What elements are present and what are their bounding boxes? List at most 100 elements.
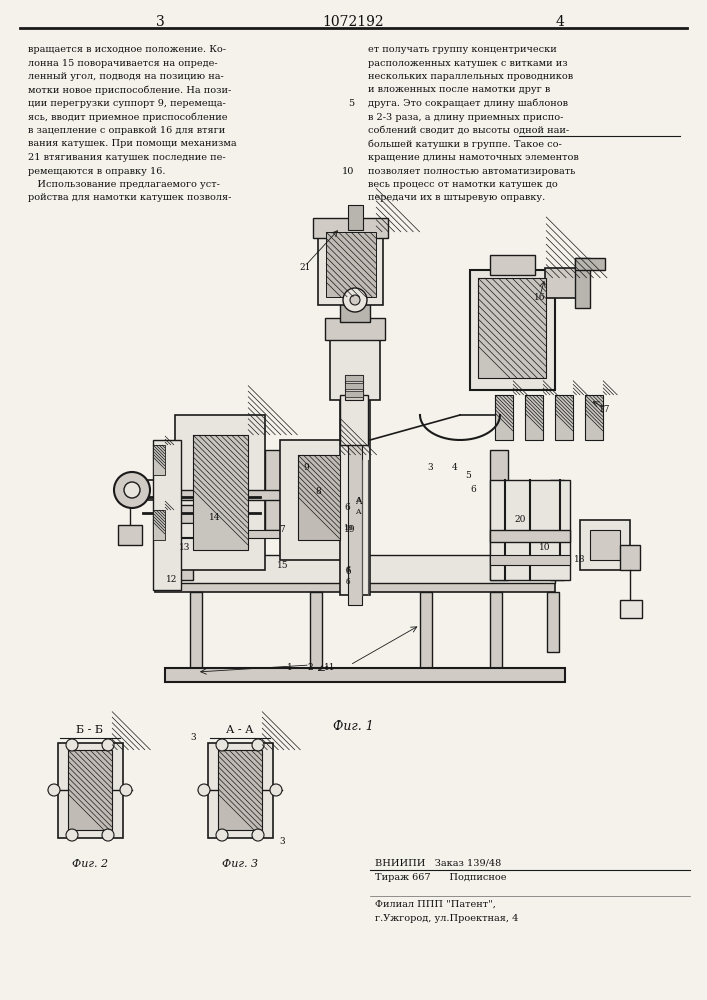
Bar	[590, 530, 620, 560]
Text: 4: 4	[452, 462, 458, 472]
Bar	[620, 600, 642, 618]
Text: в зацепление с оправкой 16 для втяги: в зацепление с оправкой 16 для втяги	[28, 126, 226, 135]
Text: 12: 12	[166, 576, 177, 584]
Bar	[478, 278, 546, 378]
Text: б: б	[346, 566, 350, 574]
Text: 7: 7	[279, 526, 285, 534]
Bar	[525, 395, 543, 440]
Bar	[330, 335, 380, 400]
Text: 3: 3	[190, 734, 196, 742]
Bar	[585, 395, 603, 440]
Bar	[325, 318, 385, 340]
Bar	[208, 743, 273, 838]
Bar	[193, 435, 248, 550]
Circle shape	[343, 288, 367, 312]
Bar	[620, 545, 640, 570]
Text: 21 втягивания катушек последние пе-: 21 втягивания катушек последние пе-	[28, 153, 226, 162]
Text: 13: 13	[180, 544, 191, 552]
Circle shape	[350, 295, 360, 305]
Circle shape	[120, 784, 132, 796]
Bar	[165, 450, 177, 530]
Circle shape	[124, 482, 140, 498]
Text: Тираж 667      Подписное: Тираж 667 Подписное	[375, 873, 506, 882]
Text: А - А: А - А	[226, 725, 254, 735]
Text: 16: 16	[534, 294, 546, 302]
Text: 17: 17	[600, 406, 611, 414]
Text: мотки новое приспособление. На пози-: мотки новое приспособление. На пози-	[28, 86, 231, 95]
Text: Фиг. 2: Фиг. 2	[72, 859, 108, 869]
Text: A: A	[355, 508, 361, 516]
Text: 19: 19	[344, 526, 356, 534]
Text: б: б	[346, 578, 350, 586]
Bar	[420, 592, 432, 672]
Circle shape	[252, 829, 264, 841]
Text: 1: 1	[287, 664, 293, 672]
Text: 10: 10	[539, 544, 551, 552]
Bar	[580, 520, 630, 570]
Bar	[348, 205, 363, 230]
Text: Фиг. 1: Фиг. 1	[332, 720, 373, 733]
Bar	[118, 525, 142, 545]
Bar	[190, 592, 202, 672]
Text: 1072192: 1072192	[322, 15, 384, 29]
Text: 8: 8	[315, 488, 321, 496]
Text: 2: 2	[307, 664, 312, 672]
Text: Фиг. 3: Фиг. 3	[222, 859, 258, 869]
Text: большей катушки в группе. Такое со-: большей катушки в группе. Такое со-	[368, 139, 562, 149]
Bar	[345, 391, 363, 397]
Bar	[155, 505, 225, 523]
Bar	[326, 232, 376, 297]
Text: кращение длины намоточных элементов: кращение длины намоточных элементов	[368, 153, 579, 162]
Text: 21: 21	[299, 263, 310, 272]
Bar	[155, 555, 555, 583]
Bar	[318, 225, 383, 305]
Bar	[575, 258, 590, 308]
Bar	[470, 270, 555, 390]
Bar	[165, 668, 565, 682]
Text: весь процесс от намотки катушек до: весь процесс от намотки катушек до	[368, 180, 558, 189]
Bar	[153, 440, 181, 590]
Bar	[155, 580, 555, 592]
Text: передачи их в штыревую оправку.: передачи их в штыревую оправку.	[368, 194, 545, 202]
Text: ет получать группу концентрически: ет получать группу концентрически	[368, 45, 556, 54]
Circle shape	[216, 739, 228, 751]
Circle shape	[102, 739, 114, 751]
Text: ройства для намотки катушек позволя-: ройства для намотки катушек позволя-	[28, 194, 231, 202]
Text: 20: 20	[514, 516, 526, 524]
Bar	[340, 395, 370, 595]
Bar	[345, 375, 363, 400]
Bar	[348, 385, 362, 605]
Circle shape	[114, 472, 150, 508]
Text: 14: 14	[209, 514, 221, 522]
Text: друга. Это сокращает длину шаблонов: друга. Это сокращает длину шаблонов	[368, 99, 568, 108]
Text: позволяет полностью автоматизировать: позволяет полностью автоматизировать	[368, 166, 575, 176]
Text: 6: 6	[470, 486, 476, 494]
Text: Филиал ППП "Патент",: Филиал ППП "Патент",	[375, 900, 496, 909]
Bar	[153, 445, 165, 475]
Bar	[495, 395, 513, 440]
Text: ции перегрузки суппорт 9, перемеща-: ции перегрузки суппорт 9, перемеща-	[28, 99, 226, 108]
Circle shape	[66, 739, 78, 751]
Text: 3: 3	[156, 15, 164, 29]
Bar	[490, 530, 570, 542]
Circle shape	[252, 739, 264, 751]
Bar	[310, 592, 322, 672]
Text: 4: 4	[556, 15, 564, 29]
Bar	[575, 258, 605, 270]
Bar	[340, 395, 368, 445]
Bar	[490, 592, 502, 672]
Bar	[490, 255, 535, 275]
Text: 5: 5	[465, 471, 471, 480]
Text: расположенных катушек с витками из: расположенных катушек с витками из	[368, 58, 568, 68]
Bar	[58, 743, 123, 838]
Bar	[68, 750, 112, 830]
Bar	[163, 523, 218, 537]
Bar	[298, 455, 340, 540]
Bar	[490, 450, 508, 580]
Text: нескольких параллельных проводников: нескольких параллельных проводников	[368, 72, 573, 81]
Text: 5: 5	[348, 99, 354, 108]
Text: ясь, вводит приемное приспособление: ясь, вводит приемное приспособление	[28, 112, 228, 122]
Text: и вложенных после намотки друг в: и вложенных после намотки друг в	[368, 86, 550, 95]
Bar	[280, 440, 360, 560]
Text: вращается в исходное положение. Ко-: вращается в исходное положение. Ко-	[28, 45, 226, 54]
